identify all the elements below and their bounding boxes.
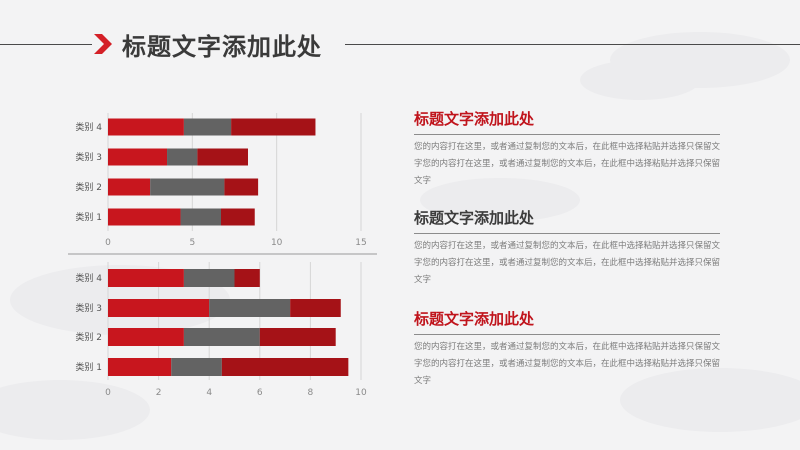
- chevron-right-icon: [94, 34, 112, 54]
- section-title: 标题文字添加此处: [414, 310, 535, 328]
- category-label: 类别 3: [75, 151, 102, 163]
- bar-segment: [108, 118, 184, 136]
- section-body: 您的内容打在这里，或者通过复制您的文本后，在此框中选择粘贴并选择只保留文字您的内…: [414, 342, 721, 386]
- bar-segment: [108, 328, 184, 346]
- category-label: 类别 4: [75, 272, 102, 284]
- section-body: 您的内容打在这里，或者通过复制您的文本后，在此框中选择粘贴并选择只保留文字您的内…: [414, 241, 721, 285]
- bar-segment: [108, 178, 151, 196]
- bar-segment: [234, 269, 260, 287]
- header-rule-right: [345, 44, 800, 45]
- category-label: 类别 3: [75, 302, 102, 314]
- bar-segment: [108, 148, 168, 166]
- text-section-2: 标题文字添加此处 您的内容打在这里，或者通过复制您的文本后，在此框中选择粘贴并选…: [414, 207, 720, 289]
- x-tick-label: 10: [355, 388, 367, 398]
- bar-segment: [221, 208, 255, 226]
- page-title: 标题文字添加此处: [122, 33, 322, 61]
- x-tick-label: 8: [308, 388, 314, 398]
- text-section-3: 标题文字添加此处 您的内容打在这里，或者通过复制您的文本后，在此框中选择粘贴并选…: [414, 308, 720, 390]
- category-label: 类别 2: [75, 331, 102, 343]
- text-section-1: 标题文字添加此处 您的内容打在这里，或者通过复制您的文本后，在此框中选择粘贴并选…: [414, 108, 720, 190]
- bar-chart-top: 0 5 10 15 类别 1 类别 2 类别 3 类别 4: [75, 113, 367, 248]
- bar-segment: [108, 269, 184, 287]
- category-label: 类别 4: [75, 121, 102, 133]
- x-tick-label: 5: [189, 238, 195, 248]
- section-body: 您的内容打在这里，或者通过复制您的文本后，在此框中选择粘贴并选择只保留文字您的内…: [414, 142, 721, 186]
- header-rule-left: [0, 44, 92, 45]
- bar-segment: [167, 148, 198, 166]
- section-title: 标题文字添加此处: [414, 110, 535, 128]
- bar-segment: [183, 269, 235, 287]
- bar-segment: [221, 358, 349, 376]
- bar-segment: [231, 118, 316, 136]
- x-tick-label: 2: [156, 388, 162, 398]
- bar-segment: [197, 148, 248, 166]
- x-tick-label: 0: [105, 388, 111, 398]
- bar-segment: [209, 299, 291, 317]
- section-rule: [414, 134, 720, 135]
- bar-segment: [108, 299, 210, 317]
- category-label: 类别 2: [75, 181, 102, 193]
- bar-segment: [171, 358, 222, 376]
- x-tick-label: 0: [105, 238, 111, 248]
- x-tick-label: 4: [206, 388, 212, 398]
- bar-segment: [108, 358, 172, 376]
- section-rule: [414, 334, 720, 335]
- bar-segment: [224, 178, 259, 196]
- bar-segment: [183, 328, 260, 346]
- section-title: 标题文字添加此处: [414, 209, 535, 227]
- category-label: 类别 1: [75, 361, 102, 373]
- x-tick-label: 10: [271, 238, 283, 248]
- bar-segment: [180, 208, 222, 226]
- bar-chart-bottom: 0 2 4 6 8 10 类别 1 类别 2 类别 3 类别 4: [75, 262, 367, 398]
- category-label: 类别 1: [75, 211, 102, 223]
- x-tick-label: 15: [355, 238, 366, 248]
- bar-segment: [108, 208, 181, 226]
- section-rule: [414, 233, 720, 234]
- bar-segment: [290, 299, 341, 317]
- bar-segment: [150, 178, 225, 196]
- bar-segment: [259, 328, 336, 346]
- bar-segment: [183, 118, 232, 136]
- x-tick-label: 6: [257, 388, 263, 398]
